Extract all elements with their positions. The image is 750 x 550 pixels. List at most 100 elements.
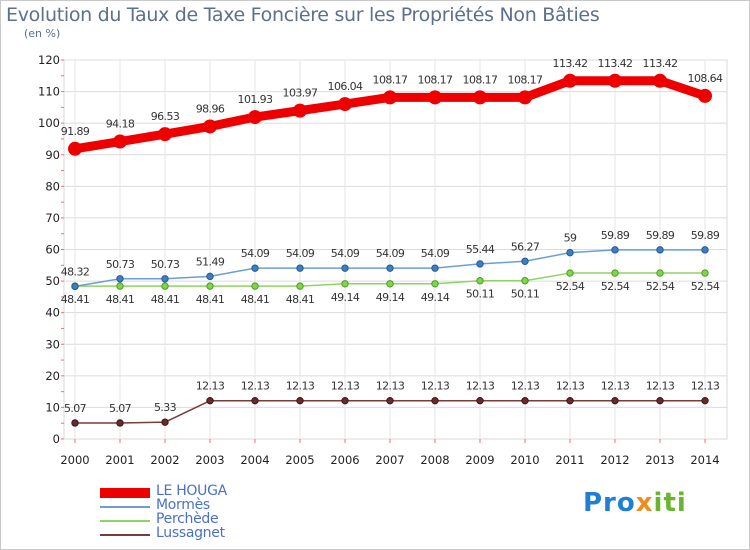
data-label-1: 54.09: [331, 247, 360, 260]
series-point-2: [476, 277, 484, 285]
data-label-1: 59.89: [646, 229, 675, 242]
y-tick-label: 10: [45, 400, 60, 414]
data-label-1: 59.89: [601, 229, 630, 242]
data-label-2: 48.41: [106, 293, 135, 306]
series-point-2: [206, 282, 214, 290]
y-tick-label: 0: [53, 432, 60, 446]
data-label-2: 50.11: [466, 288, 495, 301]
series-point-0: [203, 119, 217, 134]
y-tick-label: 100: [38, 116, 60, 130]
data-label-3: 12.13: [511, 380, 540, 393]
x-tick-label: 2002: [150, 453, 179, 467]
data-label-3: 12.13: [421, 380, 450, 393]
data-label-3: 12.13: [196, 380, 225, 393]
legend-label: Mormès: [156, 497, 210, 513]
x-tick-label: 2000: [60, 453, 89, 467]
data-label-2: 52.54: [646, 280, 675, 293]
series-point-0: [158, 127, 172, 142]
data-label-3: 5.33: [154, 401, 177, 414]
data-label-0: 113.42: [553, 57, 588, 70]
series-point-0: [383, 90, 397, 105]
data-label-2: 49.14: [376, 291, 405, 304]
series-point-3: [161, 418, 169, 426]
series-point-1: [296, 264, 304, 272]
data-label-1: 55.44: [466, 243, 495, 256]
series-point-1: [611, 246, 619, 254]
x-tick-label: 2003: [195, 453, 224, 467]
data-label-3: 12.13: [376, 380, 405, 393]
logo-part-x: x: [635, 488, 654, 518]
x-tick-label: 2006: [330, 453, 359, 467]
proxiti-logo: Proxiti: [583, 488, 687, 518]
x-tick-label: 2007: [375, 453, 404, 467]
x-tick-label: 2001: [105, 453, 134, 467]
data-label-1: 54.09: [421, 247, 450, 260]
data-label-0: 101.93: [238, 93, 273, 106]
series-point-2: [296, 282, 304, 290]
data-label-3: 5.07: [109, 402, 132, 415]
chart-title: Evolution du Taux de Taxe Foncière sur l…: [6, 4, 600, 26]
series-point-3: [431, 396, 439, 405]
data-label-1: 54.09: [286, 247, 315, 260]
line-chart: 0 10 20 30 40 50 60 70 80 90 100 110 120 2000 2001 2002…: [38, 53, 728, 467]
series-point-0: [653, 73, 667, 88]
series-point-0: [698, 88, 712, 103]
data-labels: 91.89 94.18 96.53 98.96 101.93 103.97 106.04 10…: [61, 57, 724, 415]
y-tick-label: 20: [45, 369, 60, 383]
series-point-0: [608, 73, 622, 88]
data-label-3: 12.13: [466, 380, 495, 393]
data-label-0: 96.53: [151, 110, 180, 123]
series-point-1: [476, 260, 484, 268]
series-point-1: [206, 272, 214, 281]
legend-label: Perchède: [156, 511, 219, 527]
data-label-1: 59: [564, 232, 577, 245]
series-point-0: [68, 141, 82, 156]
series-point-0: [563, 73, 577, 88]
axes: 0 10 20 30 40 50 60 70 80 90 100 110 120 2000 2001 2002…: [38, 53, 720, 467]
series-point-3: [386, 396, 394, 405]
data-label-0: 98.96: [196, 102, 225, 115]
y-tick-label: 50: [45, 274, 60, 288]
legend-swatch: [100, 520, 150, 522]
logo-part-iti: iti: [653, 488, 687, 518]
data-label-2: 48.41: [241, 293, 270, 306]
x-tick-label: 2014: [690, 453, 719, 467]
series-point-0: [248, 110, 262, 125]
series-point-1: [341, 264, 349, 272]
series-point-1: [161, 275, 169, 283]
x-tick-label: 2008: [420, 453, 449, 467]
legend-swatch: [100, 488, 150, 498]
series-point-1: [386, 264, 394, 272]
legend-label: LE HOUGA: [156, 483, 227, 499]
data-label-0: 108.17: [373, 73, 408, 86]
series-point-0: [113, 134, 127, 149]
y-tick-label: 90: [45, 148, 60, 162]
data-label-0: 108.17: [418, 73, 453, 86]
data-label-0: 108.64: [688, 72, 723, 85]
data-label-1: 54.09: [241, 247, 270, 260]
data-label-1: 50.73: [106, 258, 135, 271]
data-label-3: 12.13: [646, 380, 675, 393]
y-tick-label: 120: [38, 53, 60, 67]
data-label-2: 52.54: [556, 280, 585, 293]
series-point-2: [251, 282, 259, 290]
series-point-3: [701, 396, 709, 405]
legend-label: Lussagnet: [156, 525, 225, 541]
series-point-0: [338, 97, 352, 112]
data-label-3: 12.13: [331, 380, 360, 393]
data-label-2: 48.41: [286, 293, 315, 306]
data-label-2: 49.14: [421, 291, 450, 304]
series-point-1: [116, 275, 124, 283]
series-point-3: [296, 396, 304, 405]
x-tick-label: 2013: [645, 453, 674, 467]
series-point-3: [566, 396, 574, 405]
series-point-3: [656, 396, 664, 405]
series-point-2: [116, 282, 124, 290]
data-label-0: 94.18: [106, 118, 135, 131]
data-label-3: 5.07: [64, 402, 87, 415]
x-tick-label: 2012: [600, 453, 629, 467]
series-point-1: [251, 264, 259, 272]
data-label-3: 12.13: [691, 380, 720, 393]
x-tick-label: 2005: [285, 453, 314, 467]
x-tick-label: 2004: [240, 453, 269, 467]
